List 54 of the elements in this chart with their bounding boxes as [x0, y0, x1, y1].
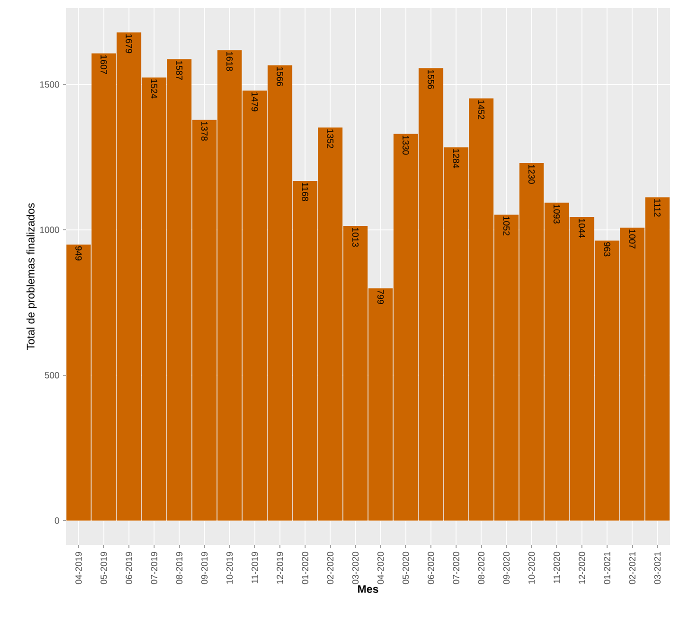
data-label: 949: [75, 246, 82, 260]
y-tick-label: 1000: [40, 226, 60, 234]
x-tick-label: 09-2019: [201, 552, 208, 584]
data-label: 1284: [452, 149, 460, 168]
x-tick-label: 08-2020: [478, 552, 484, 584]
data-label: 1052: [503, 216, 510, 236]
data-label: 799: [377, 290, 384, 304]
x-tick-label: 06-2020: [428, 552, 434, 584]
y-axis-title: Total de problemas finalizados: [26, 203, 37, 350]
data-label: 1618: [226, 52, 233, 71]
data-label: 1230: [528, 164, 535, 184]
data-label: 1112: [654, 199, 661, 217]
y-tick-label: 1500: [40, 81, 60, 88]
x-tick-label: 05-2019: [100, 552, 107, 584]
y-tick-label: 500: [44, 372, 60, 378]
x-tick-label: 12-2019: [276, 552, 284, 584]
data-label: 1330: [402, 136, 409, 155]
x-tick-label: 03-2020: [352, 552, 359, 584]
x-tick-label: 07-2020: [452, 552, 460, 584]
x-tick-label: 08-2019: [176, 552, 182, 584]
y-tick-label: 0: [54, 517, 60, 524]
data-label: 963: [604, 242, 610, 256]
data-label: 1093: [554, 204, 560, 224]
data-label: 1679: [126, 34, 132, 54]
x-tick-label: 07-2019: [150, 552, 158, 584]
data-label: 1013: [352, 228, 359, 247]
data-label: 1587: [176, 61, 182, 80]
x-tick-label: 10-2019: [226, 552, 233, 584]
x-tick-label: 05-2020: [402, 552, 409, 584]
x-tick-label: 11-2020: [554, 552, 560, 584]
data-label: 1556: [428, 70, 434, 89]
data-label: 1168: [302, 182, 308, 202]
x-tick-label: 02-2020: [327, 552, 334, 584]
x-tick-label: 12-2020: [578, 552, 586, 584]
x-tick-label: 02-2021: [629, 552, 636, 584]
x-tick-label: 10-2020: [528, 552, 535, 584]
data-label: 1352: [327, 129, 334, 148]
x-tick-label: 03-2021: [654, 552, 661, 584]
data-label: 1607: [100, 55, 107, 74]
data-label: 1007: [629, 230, 636, 248]
data-label: 1479: [252, 92, 258, 112]
x-tick-label: 11-2019: [252, 552, 258, 584]
data-label: 1378: [201, 122, 208, 141]
data-label: 1524: [150, 79, 158, 98]
data-label: 1566: [276, 67, 284, 86]
x-tick-label: 01-2020: [302, 552, 308, 584]
x-tick-label: 01-2021: [604, 552, 610, 584]
x-axis-title: Mes: [358, 585, 378, 593]
data-label: 1452: [478, 100, 484, 120]
x-tick-label: 04-2020: [377, 552, 384, 584]
x-tick-label: 04-2019: [75, 552, 82, 584]
data-label: 1044: [578, 218, 586, 238]
x-tick-label: 06-2019: [126, 552, 132, 584]
x-tick-label: 09-2020: [503, 552, 510, 584]
